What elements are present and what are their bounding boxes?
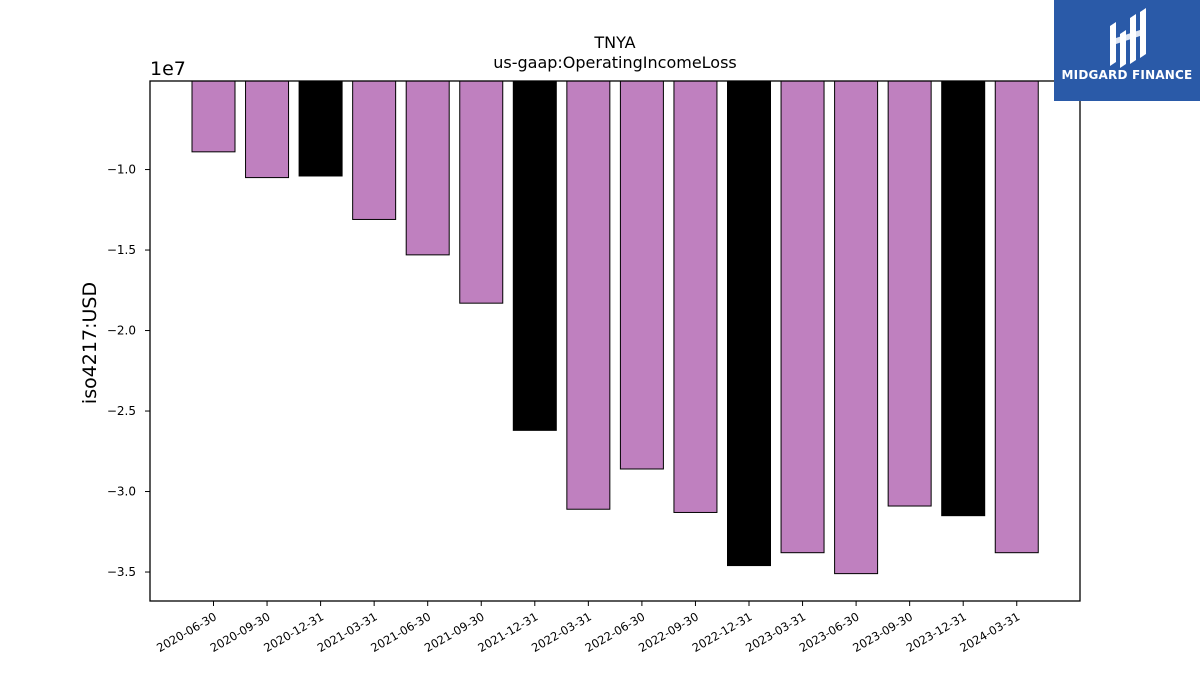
y-tick-label: −1.5 xyxy=(107,243,136,257)
bar-2022-03-31 xyxy=(566,80,611,510)
bar-2022-06-30 xyxy=(619,80,664,470)
chart-title: TNYA xyxy=(593,33,635,52)
bar-2023-03-31 xyxy=(780,80,825,554)
chart-subtitle: us-gaap:OperatingIncomeLoss xyxy=(493,53,737,72)
bar-2023-09-30 xyxy=(887,80,932,507)
y-tick-label: −2.0 xyxy=(107,324,136,338)
x-tick-label: 2020-09-30 xyxy=(208,609,273,655)
bar-2022-09-30 xyxy=(673,80,718,513)
plot-frame xyxy=(149,80,1081,602)
x-tick-label: 2022-06-30 xyxy=(583,609,648,655)
y-offset-label: 1e7 xyxy=(150,58,186,80)
y-tick-label: −3.5 xyxy=(107,565,136,579)
y-tick-label: −3.0 xyxy=(107,485,136,499)
x-tick-label: 2021-06-30 xyxy=(368,609,433,655)
x-tick-label: 2020-12-31 xyxy=(261,609,326,655)
x-tick-label: 2021-03-31 xyxy=(315,609,380,655)
midgard-logo-icon xyxy=(1110,8,1146,68)
x-tick-label: 2024-03-31 xyxy=(957,609,1022,655)
x-tick-label: 2022-09-30 xyxy=(636,609,701,655)
x-tick-label: 2023-09-30 xyxy=(850,609,915,655)
x-tick-label: 2021-09-30 xyxy=(422,609,487,655)
bar-2020-06-30 xyxy=(191,80,236,153)
x-tick-label: 2020-06-30 xyxy=(154,609,219,655)
logo-text: MIDGARD FINANCE xyxy=(1061,68,1193,82)
bar-2021-03-31 xyxy=(352,80,397,220)
bar-2024-03-31 xyxy=(994,80,1039,554)
x-tick-label: 2021-12-31 xyxy=(475,609,540,655)
x-tick-label: 2023-12-31 xyxy=(904,609,969,655)
x-tick-label: 2023-06-30 xyxy=(797,609,862,655)
bar-2021-06-30 xyxy=(405,80,450,256)
company-logo: MIDGARD FINANCE xyxy=(1054,0,1200,101)
bar-2021-09-30 xyxy=(459,80,504,304)
bar-2020-09-30 xyxy=(245,80,290,179)
bar-2023-12-31 xyxy=(941,80,986,517)
bar-2021-12-31 xyxy=(512,80,557,431)
x-tick-label: 2022-03-31 xyxy=(529,609,594,655)
bar-2022-12-31 xyxy=(727,80,771,567)
y-axis-label: iso4217:USD xyxy=(79,282,101,404)
x-tick-label: 2023-03-31 xyxy=(743,609,808,655)
bar-2023-06-30 xyxy=(834,80,879,575)
y-tick-label: −1.0 xyxy=(107,163,136,177)
bar-2020-12-31 xyxy=(298,80,343,177)
y-tick-label: −2.5 xyxy=(107,404,136,418)
x-tick-label: 2022-12-31 xyxy=(690,609,755,655)
